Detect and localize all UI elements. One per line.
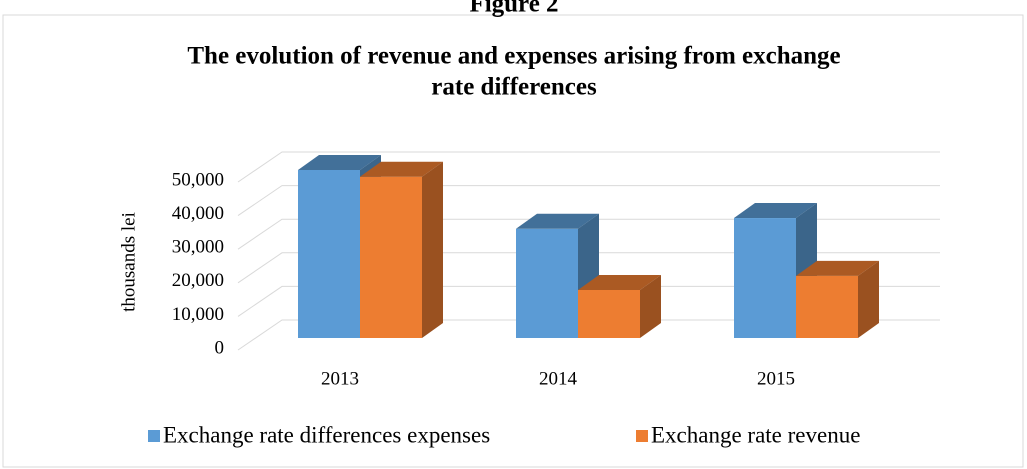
grid-line	[237, 252, 940, 284]
bar-top	[360, 161, 443, 177]
bar-top	[796, 260, 879, 276]
y-axis-label: thousands lei	[118, 212, 139, 312]
bar-top	[734, 203, 817, 219]
grid-line	[237, 218, 940, 250]
bar-front	[796, 275, 858, 338]
legend-label: Exchange rate revenue	[651, 422, 860, 447]
bar-front	[360, 176, 422, 338]
bar-top	[516, 213, 599, 229]
caption: Figure 2	[469, 0, 558, 18]
bar-side	[858, 260, 879, 338]
grid-line	[237, 285, 940, 317]
y-tick-label: 10,000	[172, 304, 224, 325]
y-tick-label: 40,000	[172, 203, 224, 224]
bar-front	[734, 218, 796, 338]
y-tick-label: 20,000	[172, 270, 224, 291]
bar-front	[298, 170, 360, 338]
chart-title: rate differences	[431, 74, 597, 101]
legend-label: Exchange rate differences expenses	[163, 422, 490, 447]
y-tick-label: 50,000	[172, 169, 224, 190]
y-tick-label: 0	[215, 337, 225, 358]
legend-swatch	[636, 430, 648, 442]
x-tick-label: 2015	[757, 368, 795, 389]
bar-side	[640, 274, 661, 338]
x-tick-label: 2013	[321, 368, 359, 389]
bar-top	[298, 155, 381, 170]
grid-line	[237, 319, 940, 351]
legend-swatch	[148, 430, 160, 442]
bar-front	[516, 228, 578, 338]
bar-front	[578, 289, 640, 338]
chart-title: The evolution of revenue and expenses ar…	[187, 43, 840, 70]
x-tick-label: 2014	[539, 368, 578, 389]
y-tick-label: 30,000	[172, 237, 224, 258]
bar-top	[578, 274, 661, 290]
bar-side	[422, 161, 443, 338]
grid-line	[237, 185, 940, 217]
chart-frame	[2, 14, 1024, 468]
grid-line	[237, 151, 940, 183]
